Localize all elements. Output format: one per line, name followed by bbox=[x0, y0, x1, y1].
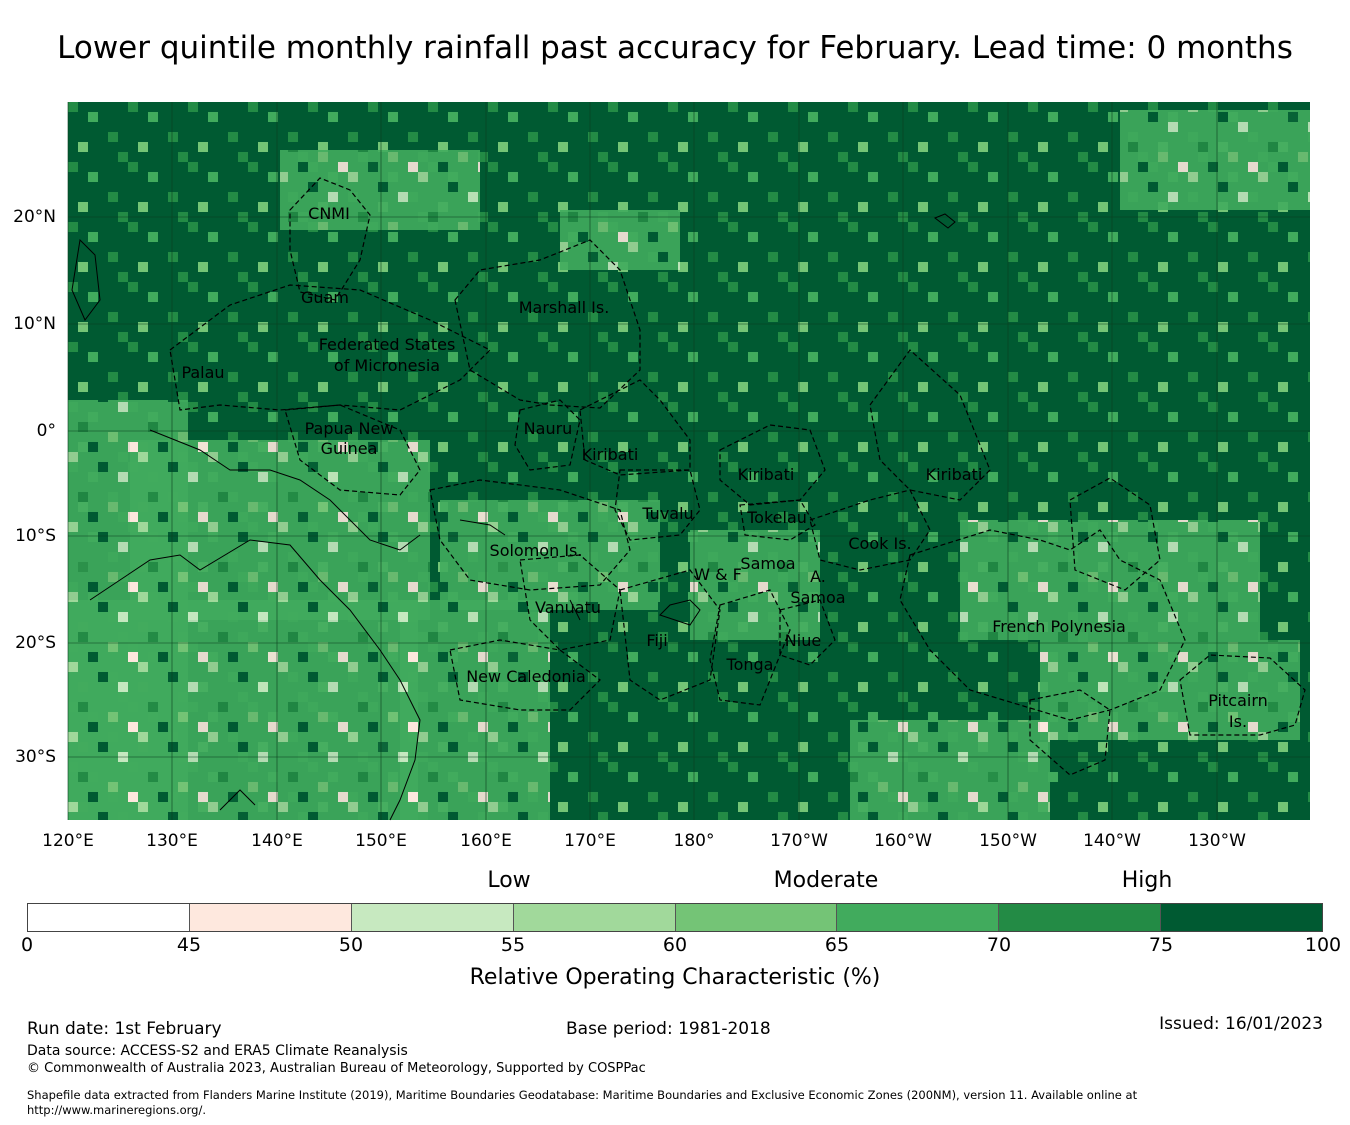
issued-date: Issued: 16/01/2023 bbox=[1159, 1014, 1323, 1034]
accuracy-patch bbox=[850, 720, 1050, 820]
accuracy-patch bbox=[960, 520, 1260, 640]
accuracy-patch bbox=[400, 600, 550, 820]
accuracy-patch bbox=[440, 500, 660, 610]
colorbar-tick: 75 bbox=[1148, 934, 1174, 956]
region-label: Kiribati bbox=[926, 465, 983, 484]
gridlines bbox=[67, 102, 1310, 820]
region-label: Cook Is. bbox=[848, 534, 911, 553]
latitude-label: 20°N bbox=[13, 207, 56, 227]
colorbar-tick: 50 bbox=[338, 934, 364, 956]
legend-category: Low bbox=[487, 868, 531, 893]
colorbar-segment bbox=[28, 904, 190, 931]
eez-boundaries bbox=[169, 177, 1306, 776]
accuracy-patch bbox=[560, 210, 680, 270]
region-labels: CNMI Guam Marshall Is. Federated States of M… bbox=[181, 204, 1267, 731]
coastlines bbox=[71, 213, 956, 821]
accuracy-patch bbox=[130, 440, 430, 620]
colorbar-tick: 60 bbox=[662, 934, 688, 956]
region-label: W & F bbox=[694, 565, 742, 584]
colorbar bbox=[27, 903, 1323, 932]
region-label: A. bbox=[810, 567, 826, 586]
region-label: Tuvalu bbox=[641, 504, 693, 523]
region-label: Papua New bbox=[305, 419, 394, 438]
colorbar-tick: 55 bbox=[500, 934, 526, 956]
region-label: Guam bbox=[301, 288, 349, 307]
colorbar-segment bbox=[999, 904, 1162, 931]
region-label: Niue bbox=[785, 631, 821, 650]
longitude-label: 150°E bbox=[355, 831, 407, 851]
colorbar-tick: 45 bbox=[176, 934, 202, 956]
accuracy-patch bbox=[1120, 110, 1310, 210]
colorbar-segment bbox=[189, 904, 352, 931]
longitude-label: 170°W bbox=[770, 831, 828, 851]
accuracy-patches bbox=[68, 110, 1310, 820]
region-label: Palau bbox=[181, 363, 224, 382]
region-label: Samoa bbox=[740, 554, 795, 573]
region-label: Samoa bbox=[790, 588, 845, 607]
shapefile-credit: Shapefile data extracted from Flanders M… bbox=[27, 1088, 1138, 1102]
colorbar-segment bbox=[1161, 904, 1322, 931]
run-date: Run date: 1st February bbox=[27, 1019, 222, 1039]
legend-category: High bbox=[1121, 868, 1173, 893]
colorbar-segment bbox=[837, 904, 1000, 931]
colorbar-tick: 70 bbox=[986, 934, 1012, 956]
region-label: French Polynesia bbox=[992, 617, 1126, 636]
longitude-label: 120°E bbox=[42, 831, 94, 851]
base-period: Base period: 1981-2018 bbox=[566, 1019, 771, 1039]
longitude-label: 150°W bbox=[979, 831, 1037, 851]
legend-category: Moderate bbox=[773, 868, 879, 893]
latitude-label: 0° bbox=[36, 421, 56, 441]
longitude-label: 170°E bbox=[564, 831, 616, 851]
shapefile-url: http://www.marineregions.org/. bbox=[27, 1103, 206, 1117]
region-label: Kiribati bbox=[738, 465, 795, 484]
colorbar-tick: 0 bbox=[20, 934, 34, 956]
longitude-label: 130°E bbox=[146, 831, 198, 851]
colorbar-segment bbox=[513, 904, 676, 931]
region-label: Solomon Is. bbox=[490, 541, 583, 560]
longitude-label: 160°W bbox=[874, 831, 932, 851]
region-label: New Caledonia bbox=[466, 667, 586, 686]
longitude-label: 160°E bbox=[460, 831, 512, 851]
longitude-label: 180° bbox=[673, 831, 715, 851]
longitude-label: 140°E bbox=[251, 831, 303, 851]
latitude-label: 30°S bbox=[15, 747, 56, 767]
accuracy-patch bbox=[68, 600, 418, 820]
region-label: Kiribati bbox=[582, 445, 639, 464]
region-label: Marshall Is. bbox=[519, 298, 610, 317]
region-label: Vanuatu bbox=[535, 598, 601, 617]
data-source: Data source: ACCESS-S2 and ERA5 Climate … bbox=[27, 1043, 408, 1059]
colorbar-tick: 100 bbox=[1304, 934, 1342, 956]
region-label: Tokelau bbox=[746, 508, 807, 527]
region-label: Pitcairn bbox=[1208, 691, 1268, 710]
colorbar-segment bbox=[351, 904, 514, 931]
accuracy-patch bbox=[280, 150, 480, 230]
longitude-label: 130°W bbox=[1188, 831, 1246, 851]
latitude-label: 10°N bbox=[13, 314, 56, 334]
colorbar-tick: 65 bbox=[824, 934, 850, 956]
longitude-label: 140°W bbox=[1083, 831, 1141, 851]
colorbar-segment bbox=[675, 904, 838, 931]
region-label: of Micronesia bbox=[334, 356, 440, 375]
region-label: CNMI bbox=[308, 204, 350, 223]
region-label: Is. bbox=[1229, 712, 1247, 731]
chart-title: Lower quintile monthly rainfall past acc… bbox=[57, 30, 1293, 66]
accuracy-patch bbox=[690, 530, 820, 640]
accuracy-patch bbox=[1040, 640, 1300, 740]
latitude-label: 20°S bbox=[15, 633, 56, 653]
region-label: Nauru bbox=[524, 419, 573, 438]
copyright: © Commonwealth of Australia 2023, Austra… bbox=[27, 1061, 646, 1076]
region-label: Federated States bbox=[319, 335, 456, 354]
latitude-label: 10°S bbox=[15, 526, 56, 546]
region-label: Fiji bbox=[646, 631, 667, 650]
region-label: Guinea bbox=[321, 439, 378, 458]
colorbar-label: Relative Operating Characteristic (%) bbox=[469, 965, 881, 990]
region-label: Tonga bbox=[726, 655, 774, 674]
